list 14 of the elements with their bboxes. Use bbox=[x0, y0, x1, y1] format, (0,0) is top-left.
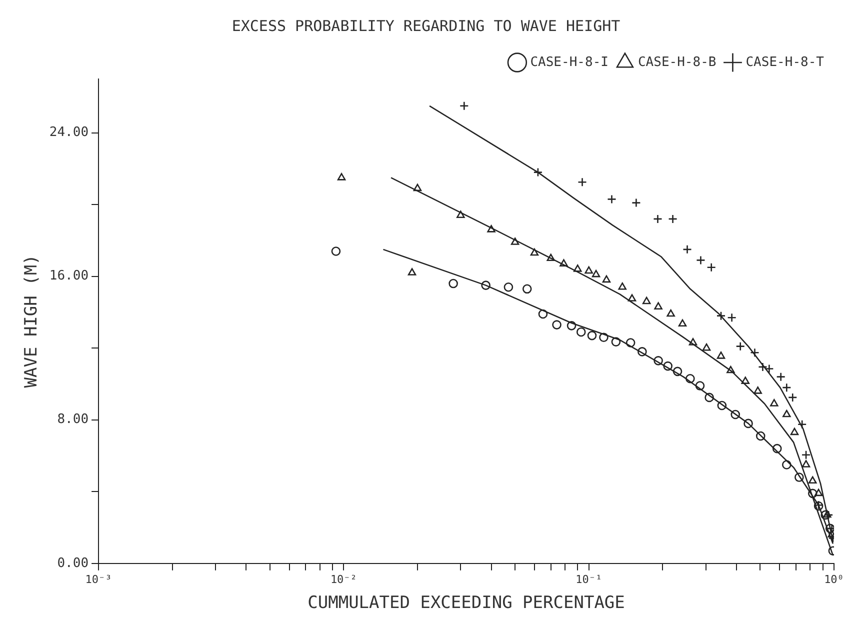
y-tick-label: 0.00 bbox=[57, 556, 89, 571]
legend-label: CASE-H-8-T bbox=[746, 54, 824, 70]
x-tick-label: 10⁻² bbox=[330, 572, 357, 586]
y-axis-title: WAVE HIGH (M) bbox=[22, 254, 42, 388]
x-tick-label: 10⁰ bbox=[824, 572, 844, 586]
legend-label: CASE-H-8-I bbox=[530, 54, 608, 70]
y-tick-label: 24.00 bbox=[49, 125, 89, 140]
chart-title: EXCESS PROBABILITY REGARDING TO WAVE HEIGHT bbox=[232, 16, 620, 35]
x-axis-title: CUMMULATED EXCEEDING PERCENTAGE bbox=[308, 593, 625, 614]
legend-label: CASE-H-8-B bbox=[638, 54, 716, 70]
y-tick-label: 16.00 bbox=[49, 268, 89, 284]
y-tick-label: 8.00 bbox=[57, 412, 89, 428]
x-tick-label: 10⁻¹ bbox=[576, 572, 602, 586]
x-tick-label: 10⁻³ bbox=[85, 572, 112, 586]
